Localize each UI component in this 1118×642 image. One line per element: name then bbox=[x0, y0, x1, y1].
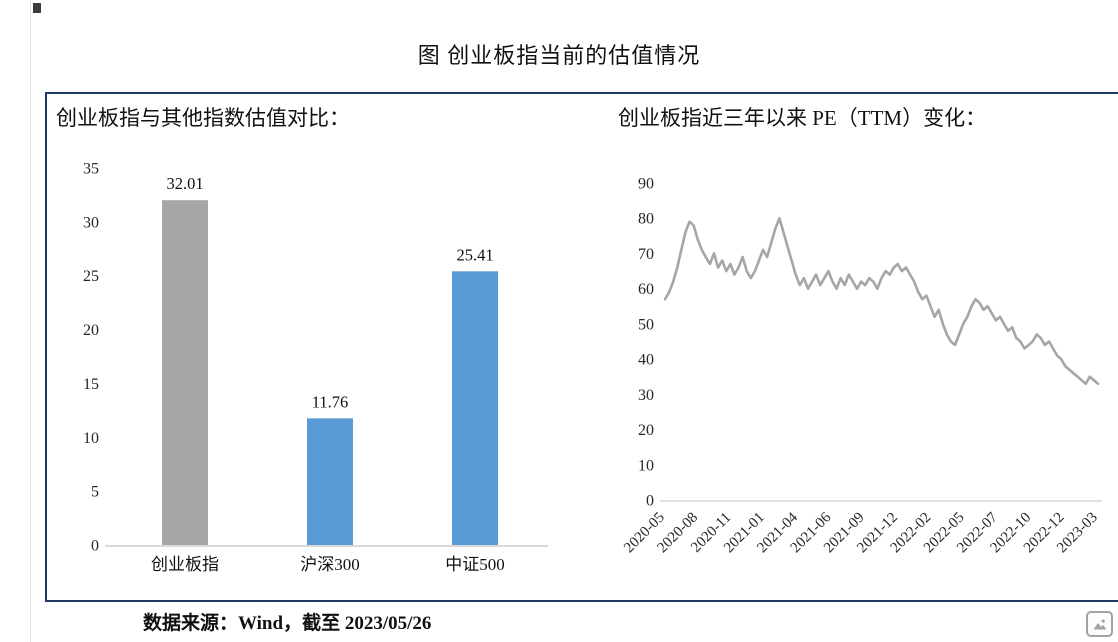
bar-category-label: 沪深300 bbox=[300, 555, 360, 574]
line-y-tick-label: 10 bbox=[638, 457, 654, 474]
bar-value-label: 32.01 bbox=[166, 174, 203, 193]
bar-y-tick-label: 0 bbox=[91, 538, 99, 555]
line-y-tick-label: 60 bbox=[638, 281, 654, 298]
bar bbox=[452, 271, 498, 545]
figure-title: 图 创业板指当前的估值情况 bbox=[417, 43, 701, 68]
bar-value-label: 11.76 bbox=[312, 392, 349, 411]
line-y-tick-label: 30 bbox=[638, 387, 654, 404]
bar-y-tick-label: 10 bbox=[83, 430, 99, 447]
line-y-tick-label: 50 bbox=[638, 316, 654, 333]
edge-artifact bbox=[33, 3, 41, 13]
line-y-tick-label: 40 bbox=[638, 352, 654, 369]
bar-y-tick-label: 5 bbox=[91, 484, 99, 501]
line-chart-title: 创业板指近三年以来 PE（TTM）变化： bbox=[618, 106, 987, 130]
bar-y-tick-label: 35 bbox=[83, 161, 99, 178]
pe-ttm-line bbox=[663, 216, 1100, 386]
line-chart: 01020304050607080902020-052020-082020-11… bbox=[621, 176, 1102, 556]
line-y-tick-label: 70 bbox=[638, 246, 654, 263]
line-y-tick-label: 20 bbox=[638, 422, 654, 439]
bar-y-tick-label: 25 bbox=[83, 268, 99, 285]
bar-chart-title: 创业板指与其他指数估值对比： bbox=[56, 106, 350, 130]
figure-frame bbox=[45, 92, 1118, 602]
bar-y-tick-label: 20 bbox=[83, 322, 99, 339]
bar bbox=[307, 418, 353, 545]
bar-chart: 0 5 10 15 20 25 30 35 32.01 创业板指 11.76 沪深300 25.41 中证… bbox=[83, 161, 548, 574]
image-icon[interactable] bbox=[1086, 611, 1113, 637]
image-icon-glyph bbox=[1093, 619, 1106, 630]
bar-y-tick-label: 30 bbox=[83, 214, 99, 231]
bar-category-label: 中证500 bbox=[445, 555, 505, 574]
bar-value-label: 25.41 bbox=[456, 245, 493, 264]
line-y-tick-label: 0 bbox=[646, 493, 654, 510]
bar bbox=[162, 200, 208, 545]
source-note: 数据来源：Wind，截至 2023/05/26 bbox=[143, 613, 432, 634]
line-y-tick-label: 90 bbox=[638, 176, 654, 193]
page-edge-line bbox=[30, 0, 31, 642]
bar-y-tick-label: 15 bbox=[83, 376, 99, 393]
bar-category-label: 创业板指 bbox=[151, 555, 219, 574]
line-y-tick-label: 80 bbox=[638, 211, 654, 228]
